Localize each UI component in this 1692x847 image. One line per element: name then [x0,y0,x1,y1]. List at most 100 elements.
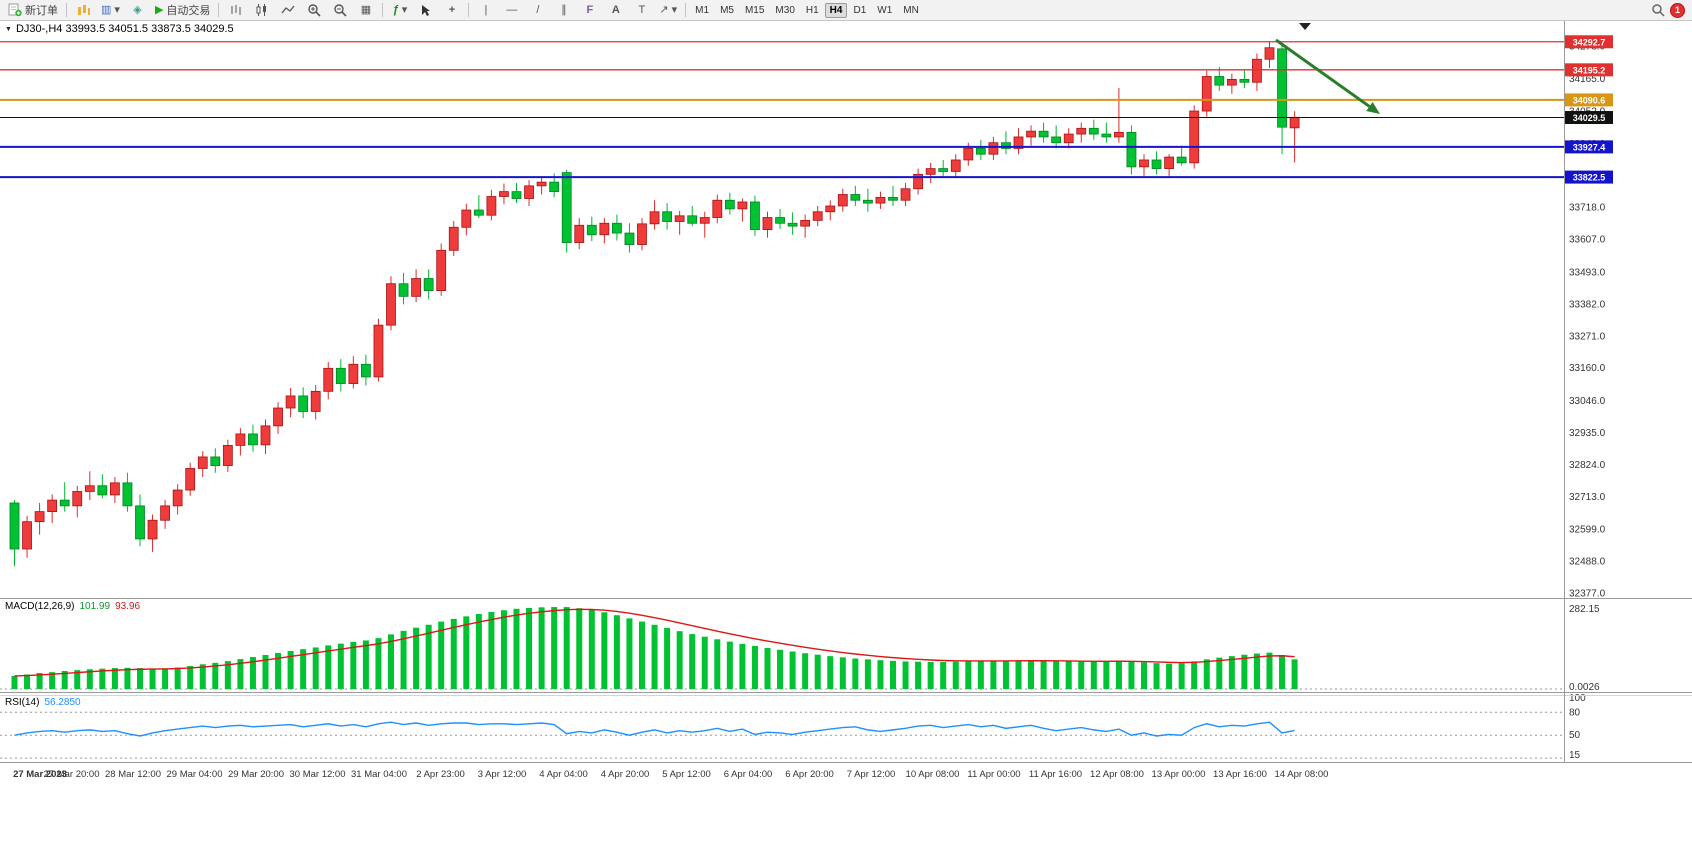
svg-text:34195.2: 34195.2 [1573,65,1606,75]
svg-text:282.15: 282.15 [1569,604,1600,615]
bar-chart-button[interactable] [223,1,248,20]
profiles-button[interactable]: ▥ ▾ [97,1,124,20]
vertical-line-icon: | [484,3,488,16]
macd-main-value: 101.99 [79,601,111,612]
caret-icon: ▾ [114,3,120,16]
timeframe-h4[interactable]: H4 [824,2,848,18]
fibonacci-tool[interactable]: F [577,1,602,20]
macd-signal-value: 93.96 [115,601,141,612]
timeframe-w1[interactable]: W1 [877,4,893,16]
collapse-icon[interactable]: ▼ [5,25,12,33]
svg-text:33822.5: 33822.5 [1573,173,1606,183]
label-icon: T [638,3,646,16]
horizontal-line-tool[interactable]: ― [499,1,524,20]
timeframe-m5[interactable]: M5 [720,4,734,16]
zoom-out-icon [334,4,347,17]
new-chart-button[interactable] [71,1,96,20]
svg-text:28 Mar 12:00: 28 Mar 12:00 [105,769,161,780]
crosshair-button[interactable]: + [439,1,464,20]
svg-text:100: 100 [1569,693,1586,704]
channel-tool[interactable]: ∥ [551,1,576,20]
toolbar-separator [218,3,220,17]
svg-text:0.0026: 0.0026 [1569,682,1600,693]
cursor-icon [421,4,430,16]
svg-text:33160.0: 33160.0 [1569,363,1606,374]
toolbar-separator [468,3,470,17]
candlestick-chart-icon [256,4,266,16]
tile-windows-button[interactable]: ▦ [353,1,378,20]
zoom-in-button[interactable] [301,1,326,20]
toolbar-separator [382,3,384,17]
timeframe-m1[interactable]: M1 [695,4,710,16]
auto-trading-button[interactable]: ▶ 自动交易 [151,1,214,20]
svg-text:33493.0: 33493.0 [1569,267,1606,278]
profiles-icon: ▥ [101,3,112,16]
timeframe-m30[interactable]: M30 [775,4,795,16]
timeframe-m15[interactable]: M15 [744,4,765,16]
svg-text:5 Apr 12:00: 5 Apr 12:00 [662,769,711,780]
trendline-tool[interactable]: / [525,1,550,20]
line-chart-button[interactable] [275,1,300,20]
new-order-label: 新订单 [25,5,58,17]
svg-text:32599.0: 32599.0 [1569,525,1606,536]
svg-text:33271.0: 33271.0 [1569,331,1606,342]
fibonacci-icon: F [586,3,594,16]
svg-text:33607.0: 33607.0 [1569,235,1606,246]
indicators-button[interactable]: ƒ ▾ [387,1,412,20]
zoom-out-button[interactable] [327,1,352,20]
navigator-button[interactable]: ◈ [125,1,150,20]
candlestick-chart-button[interactable] [249,1,274,20]
svg-text:11 Apr 16:00: 11 Apr 16:00 [1029,769,1082,780]
svg-text:12 Apr 08:00: 12 Apr 08:00 [1090,769,1144,780]
macd-panel-label: MACD(12,26,9) 101.99 93.96 [5,601,140,612]
search-icon [1651,4,1665,17]
vertical-line-tool[interactable]: | [473,1,498,20]
svg-text:7 Apr 12:00: 7 Apr 12:00 [847,769,896,780]
caret-icon: ▾ [671,3,678,16]
label-tool[interactable]: T [629,1,654,20]
svg-text:32935.0: 32935.0 [1569,428,1606,439]
rsi-name: RSI(14) [5,697,40,708]
svg-text:4 Apr 04:00: 4 Apr 04:00 [539,769,588,780]
svg-text:80: 80 [1569,707,1581,718]
new-order-button[interactable]: 新订单 [4,1,62,20]
channel-icon: ∥ [561,3,567,16]
horizontal-line-icon: ― [506,3,518,16]
timeframe-d1[interactable]: D1 [853,4,867,16]
arrows-tool[interactable]: ↗ ▾ [655,1,681,20]
rsi-value: 56.2850 [44,697,81,708]
toolbar-separator [685,3,687,17]
cursor-button[interactable] [413,1,438,20]
new-order-icon [8,3,22,17]
svg-text:32713.0: 32713.0 [1569,492,1606,503]
svg-text:50: 50 [1569,730,1581,741]
search-button[interactable] [1645,1,1670,20]
notification-badge[interactable]: 1 [1671,3,1684,17]
timeframe-mn[interactable]: MN [903,4,919,16]
svg-text:33382.0: 33382.0 [1569,299,1606,310]
svg-text:4 Apr 20:00: 4 Apr 20:00 [601,769,650,780]
macd-name: MACD(12,26,9) [5,601,75,612]
timeframe-h1[interactable]: H1 [805,4,819,16]
arrows-icon: ↗ [659,3,669,16]
svg-text:34029.5: 34029.5 [1573,113,1606,123]
line-chart-icon [281,5,295,14]
auto-trading-label: 自动交易 [166,5,211,17]
text-icon: A [611,3,620,16]
svg-text:30 Mar 12:00: 30 Mar 12:00 [290,769,346,780]
svg-text:14 Apr 08:00: 14 Apr 08:00 [1275,769,1329,780]
svg-text:31 Mar 04:00: 31 Mar 04:00 [351,769,407,780]
svg-text:34292.7: 34292.7 [1573,37,1606,47]
svg-text:27 Mar 20:00: 27 Mar 20:00 [44,769,100,780]
text-tool[interactable]: A [603,1,628,20]
svg-text:15: 15 [1569,750,1581,761]
svg-text:3 Apr 12:00: 3 Apr 12:00 [478,769,527,780]
symbol-ohlc-title: DJ30-,H4 33993.5 34051.5 33873.5 34029.5 [15,23,234,35]
svg-text:33927.4: 33927.4 [1573,142,1606,152]
rsi-panel-label: RSI(14) 56.2850 [5,697,81,708]
svg-text:13 Apr 16:00: 13 Apr 16:00 [1213,769,1267,780]
svg-text:27 Mar 2023: 27 Mar 2023 [13,769,67,780]
svg-text:6 Apr 20:00: 6 Apr 20:00 [785,769,834,780]
